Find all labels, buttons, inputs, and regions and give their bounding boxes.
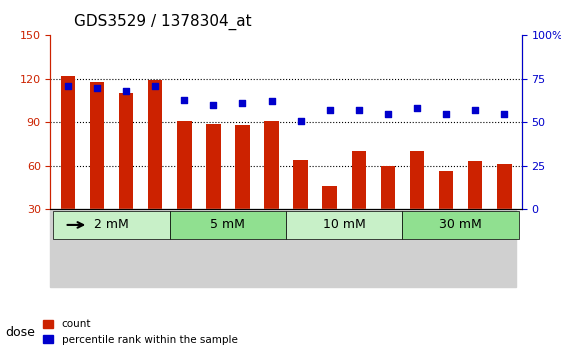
Point: [151, 83, 160, 88]
Bar: [50, 209, 516, 287]
Point: [238, 100, 247, 106]
Point: [325, 107, 334, 113]
Point: [471, 107, 480, 113]
Bar: [177, 121, 191, 252]
Point: [296, 118, 305, 123]
Legend: count, percentile rank within the sample: count, percentile rank within the sample: [39, 315, 242, 349]
Bar: [206, 124, 220, 252]
Point: [267, 98, 276, 104]
Point: [93, 85, 102, 90]
Text: 10 mM: 10 mM: [323, 218, 366, 232]
Bar: [90, 82, 104, 252]
Bar: [468, 161, 482, 252]
Bar: [119, 93, 134, 252]
Point: [209, 102, 218, 108]
Point: [500, 111, 509, 116]
Bar: [352, 151, 366, 252]
FancyBboxPatch shape: [402, 211, 519, 239]
Text: 5 mM: 5 mM: [210, 218, 245, 232]
Bar: [148, 80, 163, 252]
Bar: [264, 121, 279, 252]
Bar: [61, 76, 75, 252]
Text: dose: dose: [6, 326, 35, 339]
Point: [122, 88, 131, 94]
Text: 30 mM: 30 mM: [439, 218, 482, 232]
Bar: [439, 171, 453, 252]
Point: [63, 83, 72, 88]
FancyBboxPatch shape: [53, 211, 170, 239]
Point: [412, 105, 421, 111]
Text: GDS3529 / 1378304_at: GDS3529 / 1378304_at: [74, 13, 252, 29]
Bar: [381, 166, 395, 252]
Bar: [323, 186, 337, 252]
Point: [383, 111, 392, 116]
Text: 2 mM: 2 mM: [94, 218, 129, 232]
FancyBboxPatch shape: [286, 211, 402, 239]
Point: [442, 111, 450, 116]
Bar: [410, 151, 424, 252]
Bar: [235, 125, 250, 252]
Point: [180, 97, 189, 103]
Bar: [293, 160, 308, 252]
FancyBboxPatch shape: [170, 211, 286, 239]
Point: [355, 107, 364, 113]
Bar: [497, 164, 512, 252]
